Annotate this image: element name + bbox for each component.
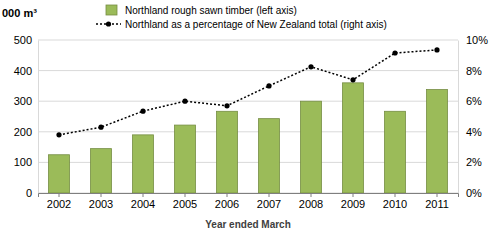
y-tick: 400 xyxy=(14,65,38,77)
marker xyxy=(350,77,355,82)
x-tick-mark xyxy=(395,193,396,197)
bar xyxy=(427,90,448,193)
bar xyxy=(133,135,154,193)
bar xyxy=(259,119,280,193)
x-tick-label: 2004 xyxy=(131,198,155,210)
y2-tick: 0% xyxy=(458,187,482,199)
x-axis-line xyxy=(39,194,459,198)
marker xyxy=(182,99,187,104)
grid-line xyxy=(38,70,458,71)
x-tick-label: 2007 xyxy=(257,198,281,210)
x-tick-mark xyxy=(353,193,354,197)
bar xyxy=(343,83,364,193)
x-tick-mark xyxy=(59,193,60,197)
y-axis-line xyxy=(38,41,39,194)
y2-tick: 6% xyxy=(458,95,482,107)
legend-label: Northland rough sawn timber (left axis) xyxy=(125,5,297,16)
y-tick-label: 200 xyxy=(14,126,32,138)
grid xyxy=(38,40,458,193)
x-tick: 2011 xyxy=(425,193,449,210)
x-tick: 2010 xyxy=(383,193,407,210)
bar xyxy=(91,149,112,193)
x-tick: 2002 xyxy=(47,193,71,210)
bar xyxy=(217,111,238,193)
y-tick: 0 xyxy=(26,187,38,199)
marker xyxy=(56,132,61,137)
y-tick-label: 0 xyxy=(26,187,32,199)
line xyxy=(59,50,437,135)
y-tick: 200 xyxy=(14,126,38,138)
y2-tick: 2% xyxy=(458,156,482,168)
y-tick-label: 400 xyxy=(14,65,32,77)
x-tick-label: 2002 xyxy=(47,198,71,210)
marker xyxy=(308,64,313,69)
x-tick-label: 2011 xyxy=(425,198,449,210)
y2-tick: 4% xyxy=(458,126,482,138)
marker xyxy=(224,103,229,108)
legend-marker xyxy=(106,21,111,26)
y2-tick-label: 10% xyxy=(466,34,488,46)
x-tick-mark xyxy=(101,193,102,197)
bar xyxy=(49,155,70,193)
y2-tick-label: 0% xyxy=(466,187,482,199)
grid-line xyxy=(38,101,458,102)
marker xyxy=(140,109,145,114)
plot: 01002003004005000%2%4%6%8%10%20022003200… xyxy=(14,34,489,210)
x-tick-mark xyxy=(311,193,312,197)
y-axis-title: 000 m³ xyxy=(2,7,37,19)
y2-axis-line xyxy=(458,41,459,194)
x-tick: 2007 xyxy=(257,193,281,210)
x-tick-mark xyxy=(143,193,144,197)
x-tick-mark xyxy=(269,193,270,197)
x-tick-label: 2010 xyxy=(383,198,407,210)
x-tick: 2005 xyxy=(173,193,197,210)
x-tick: 2004 xyxy=(131,193,155,210)
y2-tick-label: 8% xyxy=(466,65,482,77)
y-tick-label: 300 xyxy=(14,95,32,107)
bar xyxy=(385,111,406,193)
legend-item: Northland rough sawn timber (left axis) xyxy=(106,5,297,16)
x-tick-label: 2006 xyxy=(215,198,239,210)
x-tick-label: 2008 xyxy=(299,198,323,210)
y-tick: 100 xyxy=(14,156,38,168)
x-tick: 2003 xyxy=(89,193,113,210)
marks xyxy=(49,47,448,193)
y-tick-label: 500 xyxy=(14,34,32,46)
marker xyxy=(98,125,103,130)
y-tick: 500 xyxy=(14,34,38,46)
grid-line xyxy=(38,40,458,41)
y2-axis: 0% 2% 4% 6% 8% 10% xyxy=(458,34,488,199)
y2-tick-label: 4% xyxy=(466,126,482,138)
x-tick-mark xyxy=(185,193,186,197)
bar xyxy=(175,125,196,193)
x-tick: 2008 xyxy=(299,193,323,210)
marker xyxy=(266,83,271,88)
x-tick-label: 2005 xyxy=(173,198,197,210)
y2-tick-label: 6% xyxy=(466,95,482,107)
legend-swatch xyxy=(106,5,117,15)
x-tick: 2006 xyxy=(215,193,239,210)
marker xyxy=(434,47,439,52)
bar xyxy=(301,101,322,193)
marker xyxy=(392,50,397,55)
x-tick-label: 2003 xyxy=(89,198,113,210)
legend-label: Northland as a percentage of New Zealand… xyxy=(125,19,387,30)
x-axis-title: Year ended March xyxy=(205,219,291,230)
y-tick-label: 100 xyxy=(14,156,32,168)
y-tick: 300 xyxy=(14,95,38,107)
x-tick-label: 2009 xyxy=(341,198,365,210)
x-axis: 2002 2003 2004 2005 2006 2007 2008 2009 2010 2011 xyxy=(39,193,459,210)
y2-tick: 10% xyxy=(458,34,488,46)
x-tick-mark xyxy=(437,193,438,197)
legend: Northland rough sawn timber (left axis) N… xyxy=(96,5,387,30)
x-tick: 2009 xyxy=(341,193,365,210)
legend-item: Northland as a percentage of New Zealand… xyxy=(96,19,387,30)
y-axis: 0 100 200 300 400 500 xyxy=(14,34,39,199)
y2-tick: 8% xyxy=(458,65,482,77)
x-tick-mark xyxy=(227,193,228,197)
chart: 01002003004005000%2%4%6%8%10%20022003200… xyxy=(0,0,500,232)
y2-tick-label: 2% xyxy=(466,156,482,168)
